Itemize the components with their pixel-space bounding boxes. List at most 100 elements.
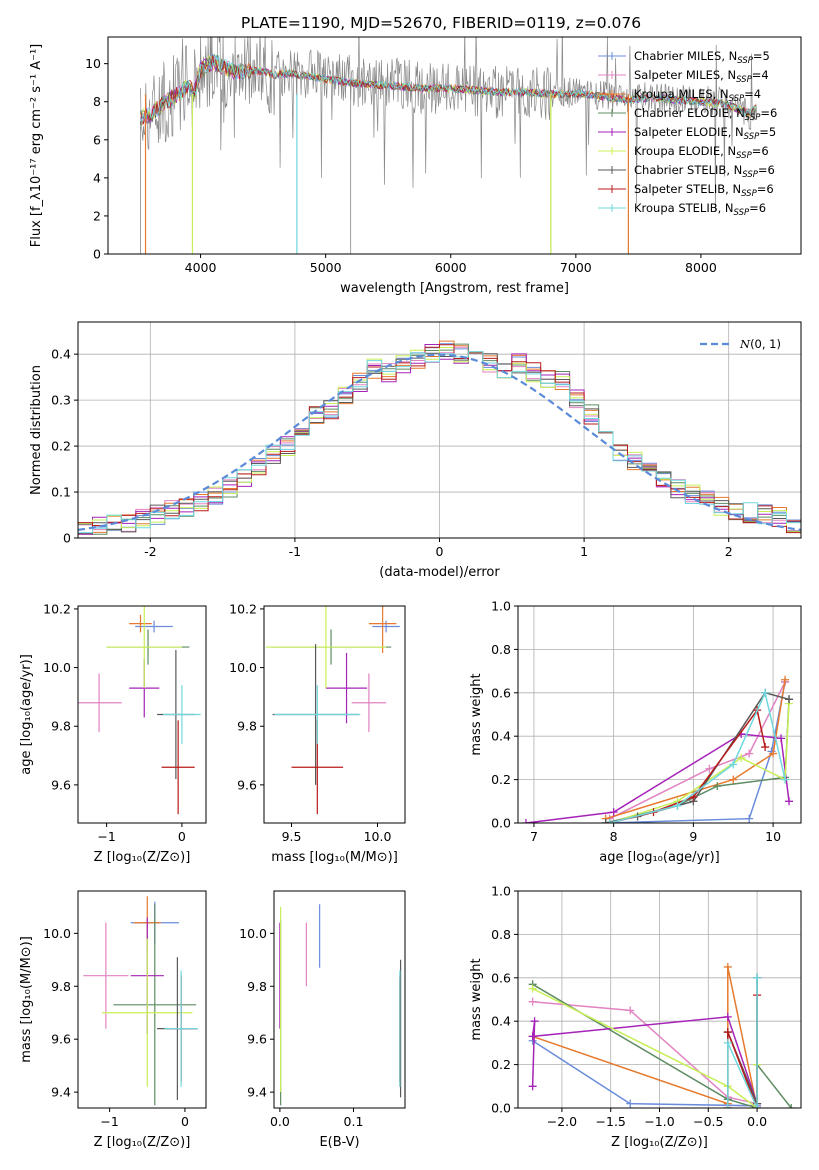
massweight_vs_Z-plot-area [528,962,796,1108]
massweight_vs_age-ytick: 0.0 [491,816,518,831]
mass-weight-marker-salpeter_elodie [521,819,530,823]
age_vs_mass-xtick-label: 10.0 [364,829,392,844]
spectrum-plot-area [140,37,758,254]
mass_vs_ebv-ytick-label: 10.0 [239,926,267,941]
mass-weight-marker-kroupa_miles [781,675,790,684]
residuals-xtick: 0 [436,538,444,559]
spectrum-ylabel: Flux [f_λ10⁻¹⁷ erg cm⁻² s⁻¹ A⁻¹] [29,44,44,248]
mass_vs_Z-xlabel: Z [log₁₀(Z/Z⊙)] [94,1135,191,1150]
mass-weight-marker-salpeter_elodie [723,1012,732,1021]
errorbar-point-kroupa_miles [368,606,397,653]
errorbar-point-kroupa_stelib [164,970,198,1087]
mass_vs_ebv-xtick-label: 0.1 [344,1114,364,1129]
massweight_vs_Z-xtick: −1.0 [644,1108,675,1129]
massweight_vs_Z-ytick: 0.0 [491,1101,518,1116]
massweight_vs_age-ytick-label: 0.0 [491,816,511,831]
age_vs_mass-frame [263,605,406,824]
errorbar-point-kroupa_miles [129,614,152,633]
mass-weight-marker-salpeter_miles [705,764,714,773]
massweight_vs_age-xlabel: age [log₁₀(age/yr)] [599,850,720,865]
age_vs_Z-ytick-label: 9.8 [51,719,71,734]
mass-weight-line-chabrier_elodie [532,983,792,1108]
residuals-ylabel: Normed distribution [29,365,44,495]
spectrum-xtick-label: 4000 [185,260,217,275]
spectrum-xtick-label: 7000 [560,260,592,275]
mass_vs_Z-ytick: 9.6 [51,1032,78,1047]
massweight_vs_Z-xtick-label: −1.0 [644,1114,674,1129]
massweight_vs_Z-axes: −2.0 −1.5 −1.0 −0.5 0.0 0.0 0.2 0.4 0.6 0.8 1.0 Z [… [469,884,802,1150]
mass-weight-line-salpeter_miles [532,1000,758,1105]
residuals-ytick: 0.4 [51,347,78,362]
spectrum-xlabel: wavelength [Angstrom, rest frame] [340,281,569,296]
mass-weight-marker-kroupa_miles [769,749,778,758]
age_vs_mass-xtick: 9.5 [282,823,301,844]
errorbar-point-chabrier_miles [135,620,173,633]
age_vs_mass-ytick-label: 10.0 [229,660,257,675]
legend-entry-kroupa_miles: Kroupa MILES, NSSP=4 [598,87,761,104]
residuals-ytick: 0.1 [51,485,78,500]
age_vs_Z-ytick: 9.6 [51,777,78,792]
residuals-xtick-label: -1 [289,544,301,559]
mass-weight-marker-kroupa_elodie [528,984,537,993]
errorbar-point-salpeter_stelib [161,720,195,815]
mass_vs_ebv-axes: 0.0 0.1 9.4 9.6 9.8 10.0 E(B-V) [239,890,406,1150]
residuals-xtick-label: 0 [436,544,444,559]
mass-weight-marker-chabrier_stelib [601,819,610,823]
spectrum-ytick-label: 10 [85,56,101,71]
mass-weight-marker-kroupa_miles [723,962,732,971]
mass_vs_Z-ytick: 9.8 [51,979,78,994]
spectrum-ytick: 4 [93,170,108,185]
residuals-ytick-label: 0 [63,531,71,546]
mass-weight-marker-kroupa_stelib [723,1104,732,1108]
residuals-axes: -2 -1 0 1 2 0 0.1 0.2 0.3 0.4 (data-model)/error No… [29,321,802,580]
massweight_vs_Z-xtick-label: 0.0 [747,1114,767,1129]
mass-weight-marker-salpeter_elodie [528,1032,537,1041]
spectrum-xtick-label: 8000 [685,260,717,275]
legend-entry-salpeter_stelib: Salpeter STELIB, NSSP=6 [598,182,774,199]
massweight_vs_age-ytick-label: 1.0 [491,599,511,614]
massweight_vs_Z-xtick-label: −2.0 [547,1114,577,1129]
mass-weight-marker-salpeter_stelib [761,743,770,752]
age_vs_Z-ytick-label: 9.6 [51,777,71,792]
massweight_vs_age-xtick-label: 9 [689,829,697,844]
massweight_vs_age-xtick: 8 [610,823,618,844]
mass-weight-marker-salpeter_miles [745,749,754,758]
legend-entry-chabrier_elodie: Chabrier ELODIE, NSSP=6 [598,106,777,123]
massweight_vs_Z-ytick: 1.0 [491,884,518,899]
legend-entry-kroupa_stelib: Kroupa STELIB, NSSP=6 [598,201,766,218]
mass_vs_ebv-ytick-label: 9.6 [247,1032,267,1047]
mass-weight-line-chabrier_stelib [605,691,790,823]
mass-weight-marker-salpeter_stelib [723,1028,732,1037]
errorbar-point-salpeter_miles [78,673,122,733]
massweight_vs_age-xtick-label: 8 [610,829,618,844]
legend-label-gaussian: N(0, 1) [739,337,781,351]
age_vs_Z-xtick: −1 [97,823,116,844]
spectrum-ytick: 8 [93,94,108,109]
residual-legend: N(0, 1) [700,337,781,351]
mass-weight-marker-salpeter_miles [528,997,537,1006]
figure-title: PLATE=1190, MJD=52670, FIBERID=0119, z=0… [241,14,641,32]
spectrum-xtick: 8000 [685,254,717,275]
mass_vs_Z-ytick: 10.0 [43,926,78,941]
legend-label: Chabrier ELODIE, NSSP=6 [634,106,777,123]
age_vs_mass-ytick: 10.2 [229,601,264,616]
residuals-xtick: 1 [580,538,588,559]
age_vs_mass-plot-area [265,606,400,815]
mass-weight-line-chabrier_miles [532,977,758,1107]
massweight_vs_age-ytick-label: 0.4 [491,729,511,744]
mass_vs_Z-xtick: −1 [100,1108,119,1129]
mass_vs_ebv-panel: 0.0 0.1 9.4 9.6 9.8 10.0 E(B-V) [239,890,406,1150]
mass_vs_ebv-xtick: 0.1 [344,1108,364,1129]
mass-weight-line-salpeter_miles [609,681,786,820]
mass-weight-marker-kroupa_stelib [753,1104,762,1108]
mass_vs_Z-axes: −1 0 9.4 9.6 9.8 10.0 Z [log₁₀(Z/Z⊙)] mass [log… [19,890,207,1150]
spectrum-ytick: 0 [93,247,108,262]
massweight_vs_age-axes: 7 8 9 10 0.0 0.2 0.4 0.6 0.8 1.0 age [log₁₀(age/yr… [469,599,802,865]
legend-label: Kroupa ELODIE, NSSP=6 [634,144,769,161]
spectrum-ytick: 10 [85,56,108,71]
age_vs_Z-panel: −1 0 9.6 9.8 10.0 10.2 Z [log₁₀(Z/Z⊙)] age [log… [19,601,207,865]
massweight_vs_age-ytick-label: 0.2 [491,772,511,787]
mass_vs_ebv-ytick: 9.6 [247,1032,274,1047]
age_vs_mass-panel: 9.5 10.0 9.6 9.8 10.0 10.2 mass [log₁₀(M/M⊙)] [229,601,406,865]
massweight_vs_Z-ytick: 0.2 [491,1057,518,1072]
